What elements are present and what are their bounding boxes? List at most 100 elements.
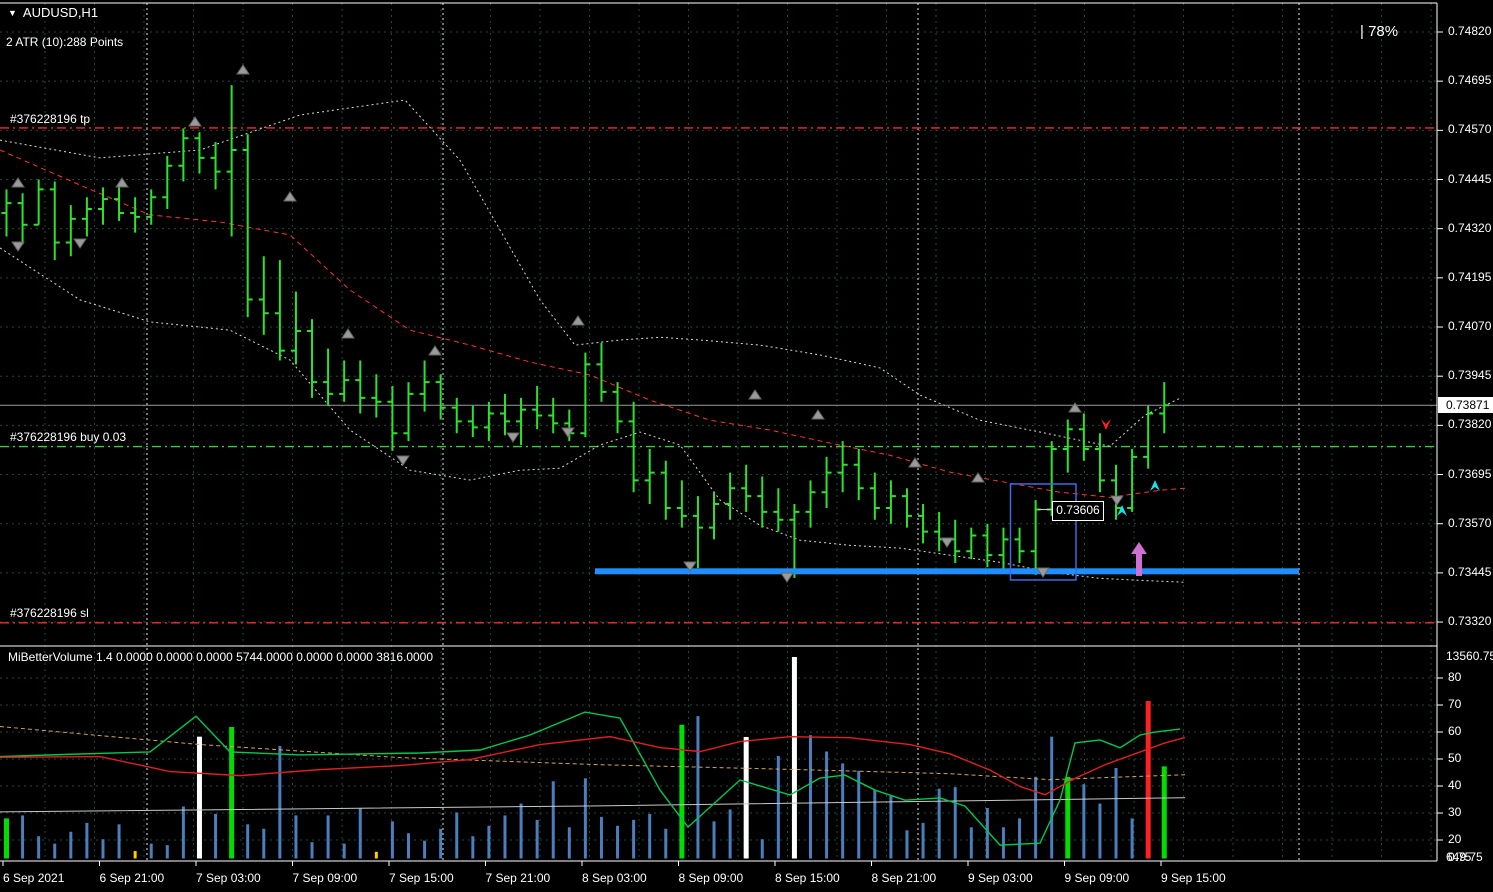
fractal-up-icon xyxy=(236,64,250,75)
bollinger-lower-line xyxy=(0,247,1186,583)
ohlc-bar xyxy=(918,504,929,544)
sl-line-label[interactable]: #376228196 sl xyxy=(10,606,89,620)
fractal-up-icon xyxy=(571,315,585,326)
indicator-axis-label: 50 xyxy=(1448,751,1462,765)
fractal-up-icon xyxy=(341,328,355,339)
ohlc-bar xyxy=(323,348,334,406)
bollinger-upper-line xyxy=(0,99,1181,447)
volume-bar xyxy=(407,833,410,859)
volume-trend-dashed-line xyxy=(0,726,1186,781)
ohlc-bar xyxy=(1014,527,1025,564)
indicator-axis-label: 20 xyxy=(1448,832,1462,846)
ohlc-bar xyxy=(1127,448,1138,512)
volume-bar xyxy=(165,845,169,859)
volume-bar xyxy=(791,657,797,859)
ohlc-bar xyxy=(998,527,1009,571)
volume-bar xyxy=(1082,784,1086,859)
ohlc-bar xyxy=(1078,413,1089,461)
symbol-label[interactable]: ▼ AUDUSD,H1 xyxy=(8,5,98,20)
ohlc-bar xyxy=(821,456,832,508)
volume-bar xyxy=(728,809,732,859)
ohlc-bar xyxy=(548,397,559,434)
ohlc-bar xyxy=(467,405,478,438)
ohlc-bar xyxy=(1159,382,1170,434)
ohlc-bar xyxy=(532,386,543,430)
ohlc-bar xyxy=(966,527,977,560)
buy-signal-arrow-icon xyxy=(1131,542,1147,576)
price-axis-label: 0.74695 xyxy=(1448,73,1492,88)
price-scale[interactable]: 0.74820 0.74695 0.74570 0.74445 0.74320 0.741… xyxy=(1438,0,1493,864)
volume-bar xyxy=(214,813,218,859)
volume-bar xyxy=(278,746,282,859)
time-axis-label: 9 Sep 15:00 xyxy=(1161,871,1226,885)
volume-bar xyxy=(632,819,636,859)
ohlc-bar xyxy=(934,511,945,552)
volume-bar xyxy=(857,770,861,859)
volume-bar xyxy=(760,839,764,859)
volume-bar xyxy=(937,788,941,859)
volume-bar xyxy=(1130,818,1134,859)
current-price-box: 0.73871 xyxy=(1438,397,1493,413)
volume-bar xyxy=(648,813,652,859)
volume-bar xyxy=(567,827,571,859)
volume-bar xyxy=(776,755,780,859)
price-axis-label: 0.73445 xyxy=(1448,564,1492,579)
ohlc-bar xyxy=(741,464,752,512)
fractal-up-icon xyxy=(971,472,985,483)
ohlc-bar xyxy=(97,187,108,225)
volume-bar xyxy=(53,843,57,859)
ohlc-bar xyxy=(17,193,28,245)
volume-bar xyxy=(743,736,749,859)
volume-bar xyxy=(342,843,346,859)
volume-bar xyxy=(390,821,394,859)
ohlc-bar xyxy=(435,374,446,420)
volume-bar xyxy=(873,790,877,859)
ohlc-bar xyxy=(853,448,864,501)
fractal-down-icon xyxy=(11,241,25,252)
fractal-up-icon xyxy=(908,457,922,468)
price-axis-label: 0.73320 xyxy=(1448,614,1492,629)
price-axis-label: 0.74320 xyxy=(1448,220,1492,235)
volume-bar xyxy=(310,842,314,859)
ohlc-bar xyxy=(709,492,720,540)
ohlc-bar xyxy=(371,374,382,418)
volume-bar xyxy=(825,751,829,859)
ohlc-bar xyxy=(660,460,671,520)
indicator-axis-max-label: 13560.75 xyxy=(1446,649,1493,663)
ohlc-bar xyxy=(837,441,848,493)
time-scale[interactable]: 6 Sep 2021 6 Sep 21:00 7 Sep 03:00 7 Sep 09… xyxy=(0,862,1493,892)
ohlc-bar xyxy=(33,179,44,226)
buy-line-label[interactable]: #376228196 buy 0.03 xyxy=(10,430,127,444)
ohlc-bar xyxy=(419,360,430,412)
time-axis-label: 8 Sep 03:00 xyxy=(582,871,647,885)
volume-bar xyxy=(953,787,957,859)
volume-bar xyxy=(599,816,603,859)
volume-bar xyxy=(1145,700,1151,859)
support-trendline[interactable] xyxy=(595,568,1299,575)
time-axis-label: 6 Sep 2021 xyxy=(3,871,65,885)
volume-baseline xyxy=(0,797,1186,813)
fractal-up-icon xyxy=(428,345,442,356)
ohlc-bar xyxy=(1143,405,1154,469)
gauge-label: | 78% xyxy=(1360,23,1398,40)
volume-bar xyxy=(455,812,459,859)
time-axis-label: 8 Sep 21:00 xyxy=(871,871,937,885)
fractal-up-icon xyxy=(115,177,129,188)
volume-bar xyxy=(196,736,202,859)
ohlc-bar xyxy=(403,382,414,442)
selection-box[interactable] xyxy=(1009,483,1077,581)
indicator-axis-label: 80 xyxy=(1448,670,1462,684)
price-tag: 0.73606 xyxy=(1052,501,1104,521)
tp-line-label[interactable]: #376228196 tp xyxy=(10,112,91,126)
chevron-down-icon[interactable]: ▼ xyxy=(8,8,17,18)
ohlc-bar xyxy=(869,472,880,520)
ohlc-bar xyxy=(355,360,366,414)
symbol-text: AUDUSD,H1 xyxy=(22,5,99,20)
volume-bar xyxy=(326,815,330,859)
time-axis-label: 9 Sep 09:00 xyxy=(1064,871,1130,885)
gauge-tick: | xyxy=(1360,23,1364,40)
volume-bars xyxy=(4,657,1167,859)
fractal-down-icon xyxy=(780,572,794,583)
ohlc-bar xyxy=(339,360,350,402)
